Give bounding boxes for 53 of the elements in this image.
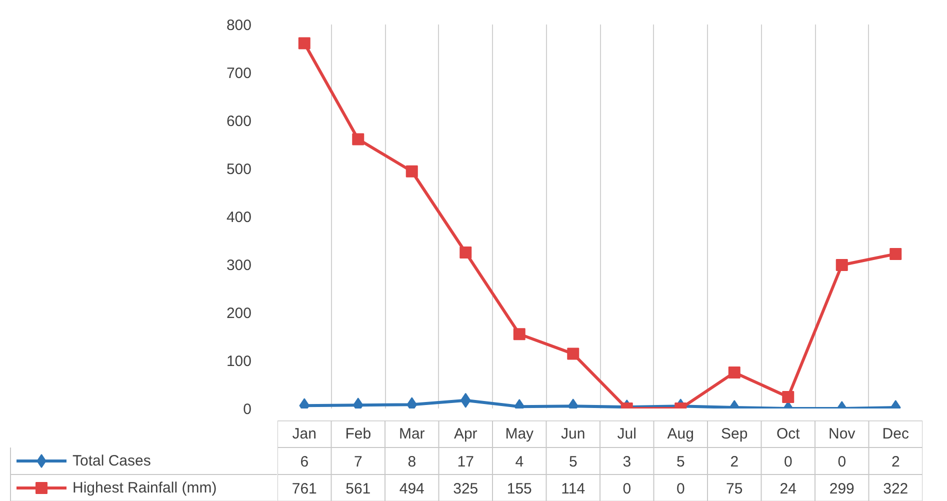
x-tick-label: Feb (345, 426, 372, 442)
data-label: 6 (300, 454, 309, 470)
data-label: 0 (622, 480, 632, 498)
data-label: 2 (730, 454, 739, 470)
data-label: 0 (784, 454, 792, 470)
x-tick-label: May (505, 426, 534, 442)
y-tick-label: 0 (243, 401, 252, 418)
x-tick-label: Jan (292, 426, 316, 442)
x-tick-label: Dec (882, 426, 910, 442)
data-label: 5 (568, 454, 578, 470)
data-label: 761 (292, 480, 317, 498)
data-label: 0 (676, 480, 685, 498)
y-tick-label: 200 (226, 305, 252, 322)
y-tick-label: 300 (226, 257, 252, 274)
point (460, 246, 472, 258)
legend-label: Total Cases (72, 452, 151, 470)
y-tick-label: 400 (226, 209, 252, 226)
x-tick-label: Jun (561, 426, 586, 442)
x-tick-label: Sep (721, 426, 748, 442)
x-tick-label: Aug (667, 426, 694, 442)
y-tick-label: 700 (226, 65, 252, 82)
point (352, 133, 364, 146)
x-tick-label: Oct (776, 426, 801, 442)
y-tick-label: 800 (226, 17, 252, 34)
data-label: 2 (891, 454, 900, 470)
data-label: 5 (676, 454, 685, 470)
data-label: 114 (561, 480, 586, 498)
x-tick-label: Apr (454, 426, 478, 442)
y-tick-label: 100 (226, 353, 252, 370)
point (836, 258, 848, 271)
data-label: 494 (399, 480, 424, 498)
data-label: 8 (408, 454, 416, 470)
data-label: 24 (780, 480, 796, 498)
data-label: 75 (726, 480, 743, 498)
point (298, 37, 310, 50)
data-label: 4 (515, 454, 524, 470)
data-label: 561 (346, 480, 371, 498)
data-label: 17 (457, 454, 474, 470)
point (890, 248, 902, 260)
x-tick-label: Jul (617, 426, 636, 442)
data-label: 3 (622, 454, 632, 470)
data-label: 0 (838, 454, 846, 470)
y-tick-label: 600 (226, 113, 252, 130)
data-label: 322 (883, 480, 908, 498)
legend-label: Highest Rainfall (mm) (72, 480, 217, 496)
data-label: 299 (829, 480, 854, 498)
data-label: 325 (453, 480, 478, 498)
x-tick-label: Mar (398, 426, 425, 442)
y-tick-label: 500 (226, 161, 252, 178)
data-label: 7 (354, 454, 362, 470)
point (406, 165, 418, 178)
data-label: 155 (506, 480, 532, 498)
x-tick-label: Nov (828, 426, 856, 442)
